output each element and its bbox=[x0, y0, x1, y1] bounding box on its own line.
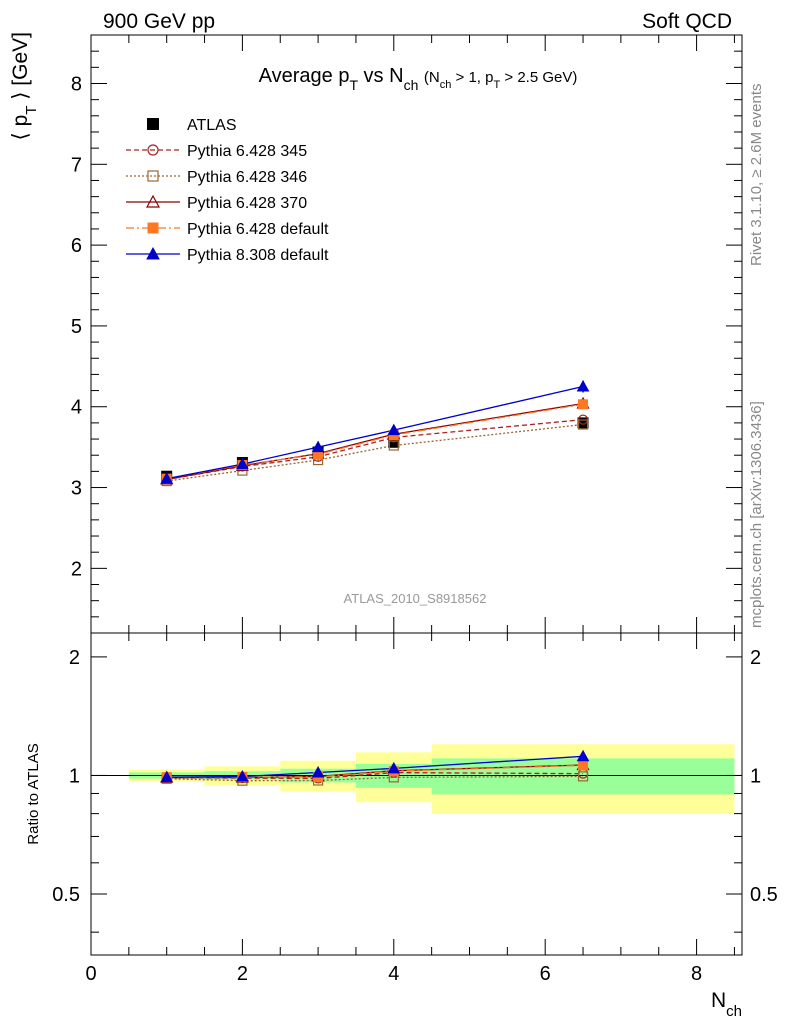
ratio-point-series-3 bbox=[578, 760, 589, 771]
plot-frames bbox=[90, 34, 743, 956]
ratio-point-series-4 bbox=[311, 765, 325, 778]
legend-label: ATLAS bbox=[187, 117, 237, 134]
legend-marker bbox=[147, 170, 159, 182]
x-tick-label: 2 bbox=[237, 963, 248, 985]
legend: ATLAS Pythia 6.428 345 Pythia 6.428 346 Pyt… bbox=[126, 117, 329, 264]
ratio-y-tick-label: 0.5 bbox=[52, 884, 80, 906]
x-tick-label: 6 bbox=[540, 963, 551, 985]
side-label-top: Rivet 3.1.10, ≥ 2.6M events bbox=[748, 84, 765, 267]
header-left: 900 GeV pp bbox=[103, 10, 215, 33]
ratio-y-tick-label-right: 2 bbox=[750, 647, 761, 669]
legend-label: Pythia 6.428 345 bbox=[187, 143, 307, 160]
ratio-y-tick-label: 1 bbox=[69, 765, 80, 787]
data-point-series-4 bbox=[387, 423, 401, 436]
analysis-label: ATLAS_2010_S8918562 bbox=[344, 591, 487, 606]
data-point-series-1 bbox=[577, 419, 589, 430]
legend-marker bbox=[145, 194, 161, 208]
x-tick-label: 4 bbox=[388, 963, 399, 985]
y-tick-label: 5 bbox=[71, 316, 82, 338]
series-line-4 bbox=[166, 385, 584, 480]
y-tick-label: 2 bbox=[71, 558, 82, 580]
series-lines bbox=[166, 385, 584, 782]
legend-entry: Pythia 6.428 default bbox=[126, 221, 329, 238]
header-right: Soft QCD bbox=[642, 10, 732, 33]
ratio-y-tick-label: 2 bbox=[69, 647, 80, 669]
legend-label: Pythia 8.308 default bbox=[187, 247, 329, 264]
x-axis-label: Nch bbox=[711, 989, 742, 1020]
ratio-point-series-4 bbox=[387, 761, 401, 774]
ratio-point-series-4 bbox=[576, 749, 590, 762]
ratio-y-axis-label: Ratio to ATLAS bbox=[25, 743, 42, 844]
ratio-point-series-1 bbox=[577, 771, 589, 782]
ratio-plot-frame bbox=[90, 632, 743, 956]
legend-entry: Pythia 6.428 345 bbox=[126, 143, 307, 160]
legend-entry: Pythia 8.308 default bbox=[126, 246, 329, 264]
legend-entry: Pythia 6.428 370 bbox=[126, 194, 307, 212]
axis-tick-labels: 0 2 4 6 8 2 3 4 5 6 7 8 0.5 0.5 1 1 2 2 bbox=[52, 73, 778, 985]
axis-ticks bbox=[90, 34, 742, 955]
data-point-series-4 bbox=[160, 472, 174, 484]
data-point-series-3 bbox=[578, 399, 589, 410]
y-axis-label: ⟨ pT ⟩ [GeV] bbox=[9, 32, 40, 140]
y-tick-label: 4 bbox=[71, 397, 82, 419]
data-point-series-1 bbox=[388, 440, 399, 451]
series-markers bbox=[160, 379, 590, 786]
data-point-series-4 bbox=[236, 457, 249, 470]
legend-marker bbox=[147, 222, 159, 234]
legend-label: Pythia 6.428 370 bbox=[187, 195, 307, 212]
x-tick-label: 8 bbox=[691, 963, 702, 985]
data-point-series-4 bbox=[311, 440, 325, 453]
y-tick-label: 7 bbox=[71, 154, 82, 176]
ratio-point-series-4 bbox=[236, 769, 249, 782]
ratio-point-series-4 bbox=[160, 770, 174, 783]
y-tick-label: 3 bbox=[71, 478, 82, 500]
legend-marker bbox=[146, 246, 160, 260]
legend-entry: ATLAS bbox=[147, 117, 237, 134]
ratio-y-tick-label-right: 1 bbox=[750, 765, 761, 787]
side-label-bottom: mcplots.cern.ch [arXiv:1306.3436] bbox=[748, 401, 765, 628]
legend-label: Pythia 6.428 default bbox=[187, 221, 329, 238]
legend-entry: Pythia 6.428 346 bbox=[126, 169, 307, 186]
legend-marker bbox=[147, 118, 159, 130]
legend-label: Pythia 6.428 346 bbox=[187, 169, 307, 186]
y-tick-label: 6 bbox=[71, 235, 82, 257]
x-tick-label: 0 bbox=[85, 963, 96, 985]
y-tick-label: 8 bbox=[71, 73, 82, 95]
series-line-0 bbox=[166, 419, 584, 481]
chart-title: Average pT vs Nch (Nch > 1, pT > 2.5 GeV… bbox=[259, 65, 578, 93]
ratio-y-tick-label-right: 0.5 bbox=[750, 884, 778, 906]
legend-marker bbox=[147, 144, 159, 156]
series-line-1 bbox=[166, 423, 584, 482]
